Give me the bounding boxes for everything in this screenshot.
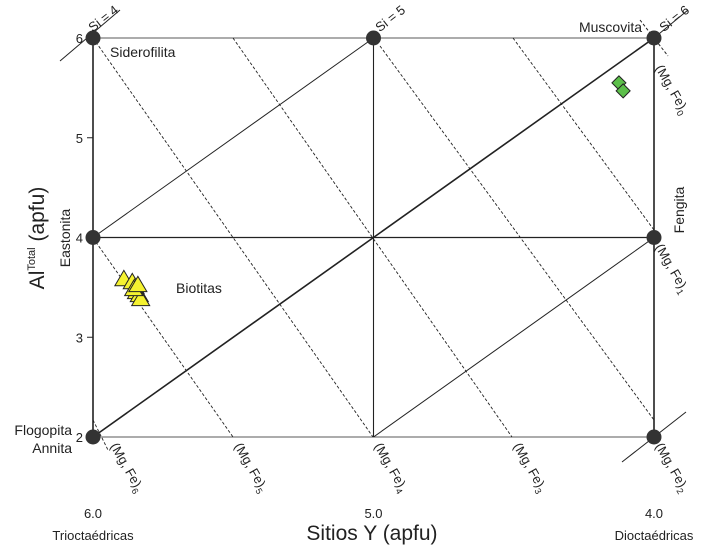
x-extreme-left: Trioctaédricas [52,528,134,543]
mgfe6-line [92,419,109,451]
label-eastonita: Eastonita [57,209,73,268]
y-tick-label-3: 3 [76,330,83,345]
label-flogopita: Flogopita [14,422,72,438]
diagram-lines [59,9,689,463]
y-axis-title-sup: Total [26,247,38,270]
label-biotitas: Biotitas [176,280,222,296]
biotita-point-5 [130,289,151,307]
label-mgfe3-sub: 3 [532,487,543,496]
x-extreme-right: Dioctaédricas [615,528,694,543]
label-mgfe5: (Mg, Fe)5 [229,440,272,496]
data-markers [85,30,662,445]
y-tick-label-2: 2 [76,430,83,445]
label-mgfe4-base: (Mg, Fe) [371,440,409,490]
label-mgfe2-base: (Mg, Fe) [652,440,690,490]
end-member-point-1 [646,30,662,46]
end-member-point-5 [366,30,381,46]
mgfe5-line [92,237,234,438]
mgfe1-line [512,37,655,231]
diagram-labels: 2 3 4 5 6 6.0 5.0 4.0 Siderofilita Muscovita Easto… [14,2,692,521]
label-mgfe6-base: (Mg, Fe) [107,440,145,490]
biotita-point-7 [128,275,148,293]
label-mgfe4-sub: 4 [393,487,404,496]
label-mgfe0: (Mg, Fe)0 [650,62,693,118]
label-mgfe1-base: (Mg, Fe) [652,241,690,291]
label-annita: Annita [32,440,72,456]
label-si5: Si = 5 [372,2,408,35]
end-member-point-4 [85,429,101,445]
y-tick-label-5: 5 [76,131,83,146]
mgfe2-line [379,45,655,421]
end-member-point-3 [646,230,662,245]
label-siderofilita: Siderofilita [110,44,176,60]
si5-line [92,37,374,238]
label-si4: Si = 4 [85,2,121,35]
end-member-point-2 [85,230,101,245]
label-muscovita: Muscovita [579,19,642,35]
label-mgfe5-sub: 5 [253,487,264,496]
end-member-point-6 [646,429,662,445]
label-mgfe3: (Mg, Fe)3 [508,440,551,496]
si-lower-line [373,237,655,438]
x-tick-label-1: 5.0 [364,506,382,521]
label-mgfe1-sub: 1 [674,288,685,297]
y-tick-label-6: 6 [76,31,83,46]
mgfe3-line [232,37,513,438]
label-fengita: Fengita [671,186,687,233]
x-tick-label-2: 4.0 [645,506,663,521]
label-mgfe0-sub: 0 [674,109,685,118]
label-si6: Si = 6 [656,2,692,35]
label-mgfe3-base: (Mg, Fe) [510,440,548,490]
label-mgfe2: (Mg, Fe)2 [650,440,693,496]
label-mgfe1: (Mg, Fe)1 [650,241,693,297]
label-mgfe6-sub: 6 [129,487,140,496]
label-mgfe2-sub: 2 [674,487,685,496]
x-axis-title: Sitios Y (apfu) [306,522,437,545]
x-tick-label-0: 6.0 [84,506,102,521]
muscovite-point-1 [615,83,631,99]
y-axis-title-rest: (apfu) [26,187,49,248]
label-mgfe4: (Mg, Fe)4 [369,440,412,496]
end-member-point-0 [85,30,101,46]
label-mgfe5-base: (Mg, Fe) [231,440,269,490]
y-axis-title-main: Al [26,271,49,290]
y-tick-label-4: 4 [76,231,83,246]
label-mgfe0-base: (Mg, Fe) [652,62,690,112]
label-mgfe6: (Mg, Fe)6 [105,440,148,496]
y-axis-title: AlTotal (apfu) [26,187,49,290]
mgfe4-line [92,37,374,438]
